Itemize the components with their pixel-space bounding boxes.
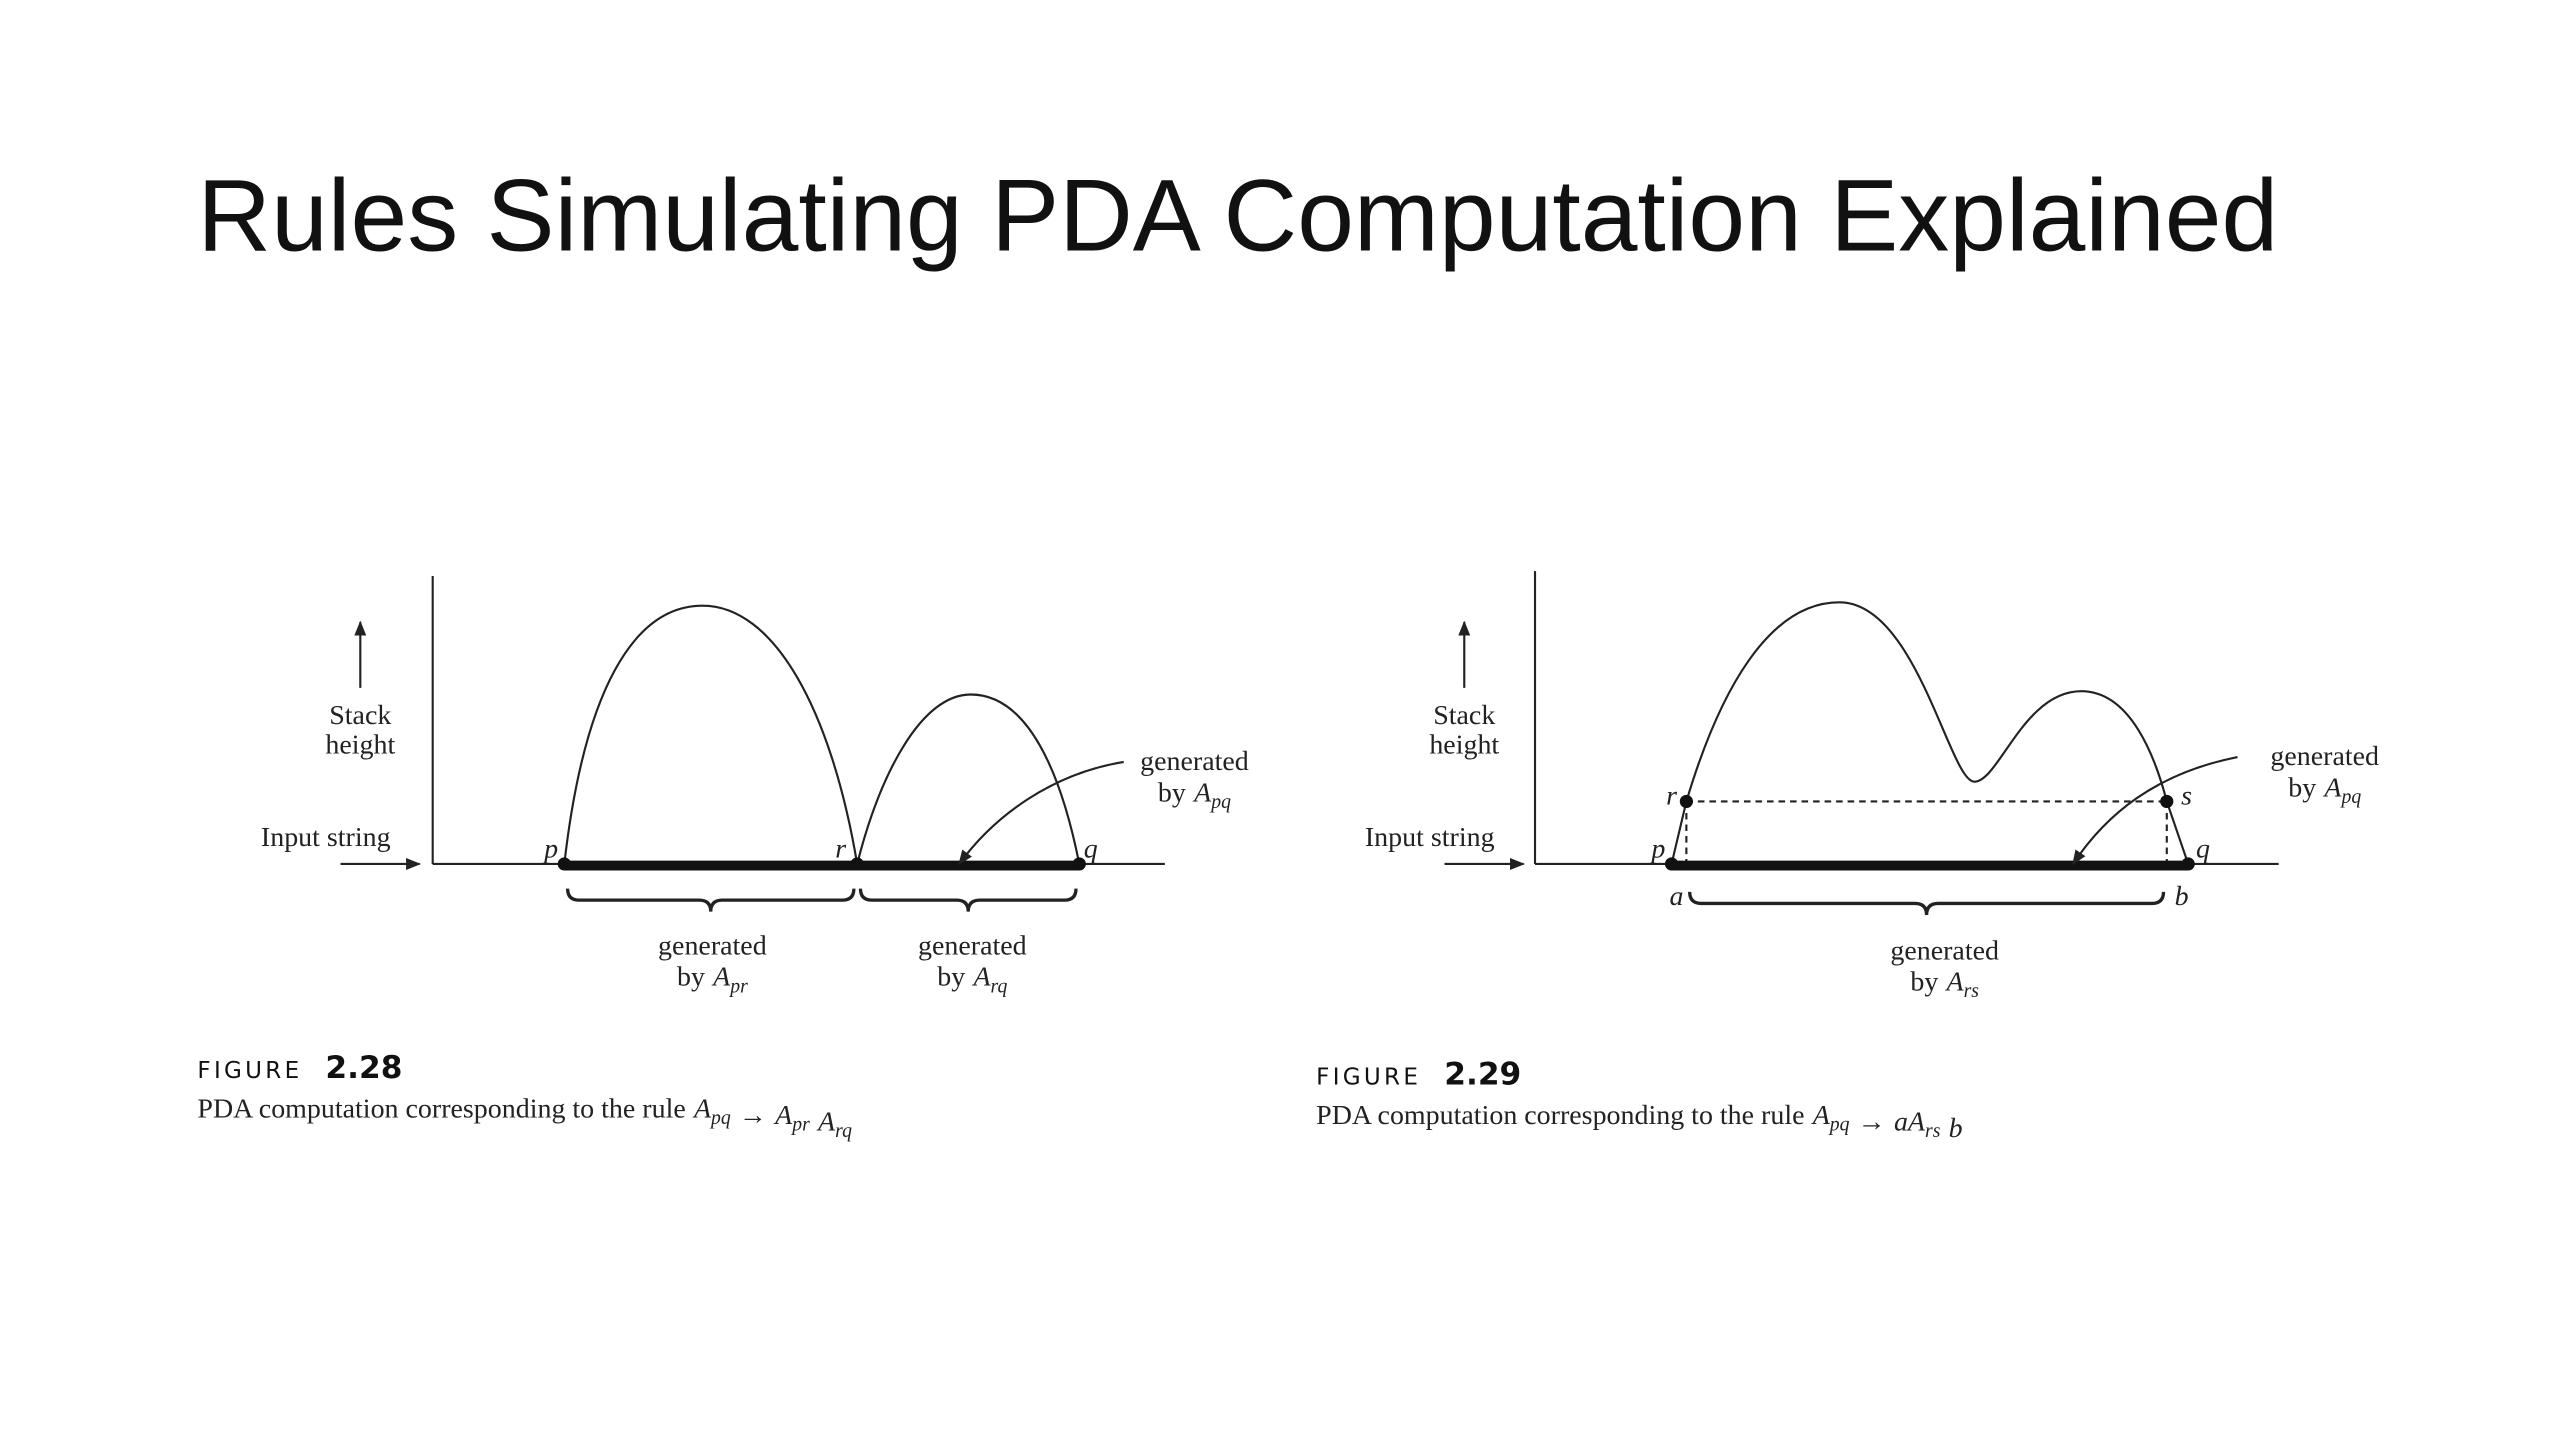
math-symbol: A	[816, 1106, 836, 1137]
label-line: generated	[1890, 935, 1999, 966]
point	[850, 857, 864, 871]
x-axis-label: Input string	[1365, 822, 1495, 853]
label-word: by	[2288, 773, 2316, 804]
point	[557, 857, 571, 871]
point-label: q	[1084, 833, 1098, 864]
point	[2160, 794, 2174, 809]
math-symbol: A	[1811, 1100, 1831, 1131]
label-word: by	[1910, 967, 1938, 998]
math-symbol: A	[2322, 773, 2342, 804]
point	[2181, 857, 2195, 871]
y-axis-label: height	[325, 730, 395, 761]
math-symbol: b	[1949, 1113, 1963, 1144]
figure-caption: PDA computation corresponding to the rul…	[197, 1093, 852, 1142]
point-label: b	[2175, 881, 2189, 912]
figure-num: 2.29	[1444, 1056, 1521, 1092]
math-subscript: pq	[1209, 791, 1231, 813]
math-symbol: A	[692, 1093, 712, 1124]
label-line: by Apq	[1158, 777, 1231, 813]
math-symbol: A	[711, 962, 731, 993]
math-symbol: A	[1945, 967, 1965, 998]
label-line: generated	[918, 930, 1027, 961]
point-label: a	[1670, 881, 1684, 912]
stack-curve	[563, 604, 859, 865]
math-subscript: pr	[728, 975, 748, 997]
stack-curve	[1670, 601, 2190, 865]
math-subscript: rq	[991, 975, 1008, 997]
math-symbol: →	[1858, 1106, 1886, 1137]
math-symbol: →	[739, 1100, 767, 1131]
math-subscript: rs	[1925, 1120, 1941, 1142]
stack-curve	[856, 693, 1081, 865]
label-line: by Apr	[677, 962, 748, 998]
caption-text: PDA computation corresponding to the rul…	[197, 1093, 685, 1124]
x-axis-label: Input string	[261, 822, 391, 853]
caption-text: PDA computation corresponding to the rul…	[1316, 1100, 1804, 1131]
label-line: generated	[658, 930, 767, 961]
figure-caption: PDA computation corresponding to the rul…	[1316, 1100, 1962, 1144]
pointer-arrow	[958, 760, 1124, 866]
y-axis-label: height	[1429, 730, 1499, 761]
label-line: by Arq	[937, 962, 1007, 998]
point-label: p	[1649, 833, 1665, 864]
math-symbol: A	[773, 1100, 793, 1131]
slide-title: Rules Simulating PDA Computation Explain…	[197, 158, 2278, 272]
point-label: s	[2181, 781, 2192, 812]
label-word: by	[677, 962, 705, 993]
math-symbol: aA	[1894, 1106, 1926, 1137]
label-line: by Apq	[2288, 773, 2361, 809]
brace	[858, 888, 1078, 912]
label-word: by	[1158, 777, 1186, 808]
brace	[565, 888, 856, 912]
math-subscript: pq	[2339, 786, 2361, 808]
math-subscript: rq	[835, 1120, 852, 1142]
point	[1072, 857, 1086, 871]
math-symbol: A	[1192, 777, 1212, 808]
point-label: r	[835, 833, 846, 864]
point	[1679, 794, 1693, 809]
y-axis-label: Stack	[1433, 700, 1495, 731]
figure-number: FIGURE 2.28	[197, 1050, 402, 1086]
y-axis-label: Stack	[329, 700, 391, 731]
label-line: by Ars	[1910, 967, 1979, 1003]
brace	[1688, 891, 2166, 916]
point-label: r	[1666, 781, 1677, 812]
figure-label: FIGURE	[1316, 1064, 1421, 1090]
label-word: by	[937, 962, 965, 993]
math-subscript: rs	[1964, 980, 1980, 1002]
point-label: p	[542, 833, 558, 864]
point-label: q	[2196, 833, 2210, 864]
math-subscript: pq	[1828, 1113, 1850, 1135]
figure-num: 2.28	[325, 1050, 402, 1086]
math-subscript: pr	[790, 1113, 810, 1135]
label-line: generated	[1140, 746, 1249, 777]
math-symbol: A	[971, 962, 991, 993]
point	[1664, 857, 1679, 871]
figure-label: FIGURE	[197, 1058, 302, 1084]
pointer-arrow	[2072, 755, 2238, 866]
math-subscript: pq	[709, 1107, 731, 1129]
figure-number: FIGURE 2.29	[1316, 1056, 1521, 1092]
label-line: generated	[2270, 741, 2379, 772]
